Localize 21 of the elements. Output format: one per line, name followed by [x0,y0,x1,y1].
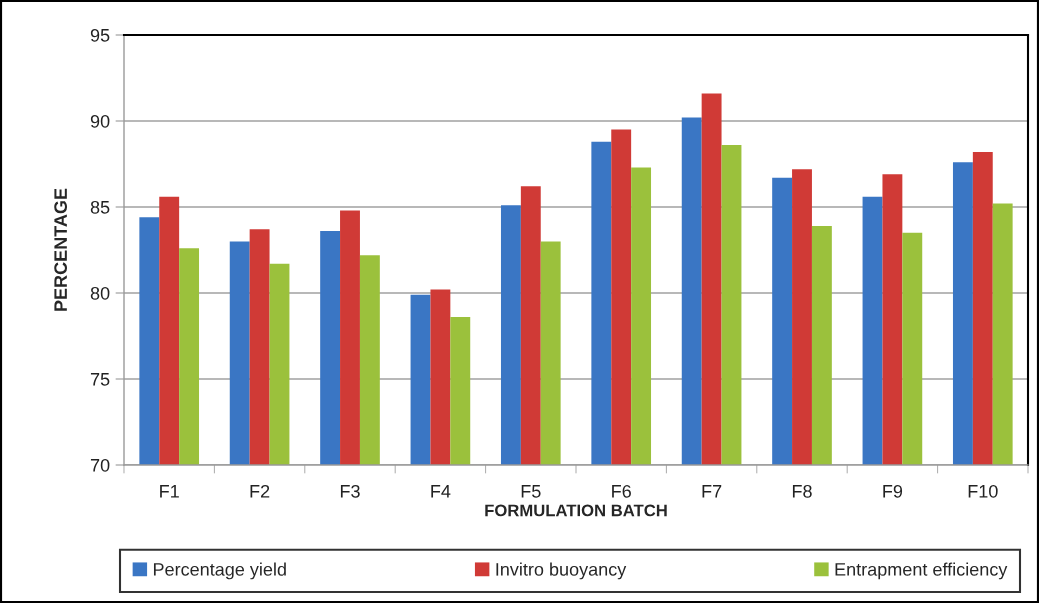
x-tick-label: F7 [702,485,722,498]
legend-label: Percentage yield [153,562,286,580]
y-tick-label: 75 [90,373,110,386]
y-tick-label: 95 [90,28,110,42]
x-tick-label: F9 [883,484,903,498]
x-tick-label: F4 [431,485,451,498]
y-axis-title: PERCENTAGE [54,188,68,311]
x-tick-label: F10 [968,484,998,498]
y-tick-label: 80 [90,286,110,300]
legend-label: Entrapment efficiency [835,562,1008,580]
y-tick-label: 70 [90,458,110,472]
x-tick-label: F5 [521,485,541,498]
legend-label: Invitro buoyancy [496,562,627,580]
x-tick-label: F8 [792,484,812,498]
y-tick-label: 85 [90,200,110,214]
x-tick-label: F1 [160,485,179,498]
x-tick-label: F3 [340,484,360,498]
x-tick-label: F6 [612,484,631,498]
x-tick-label: F2 [250,484,270,498]
y-tick-label: 90 [90,114,110,128]
x-axis-title: FORMULATION BATCH [485,504,667,517]
